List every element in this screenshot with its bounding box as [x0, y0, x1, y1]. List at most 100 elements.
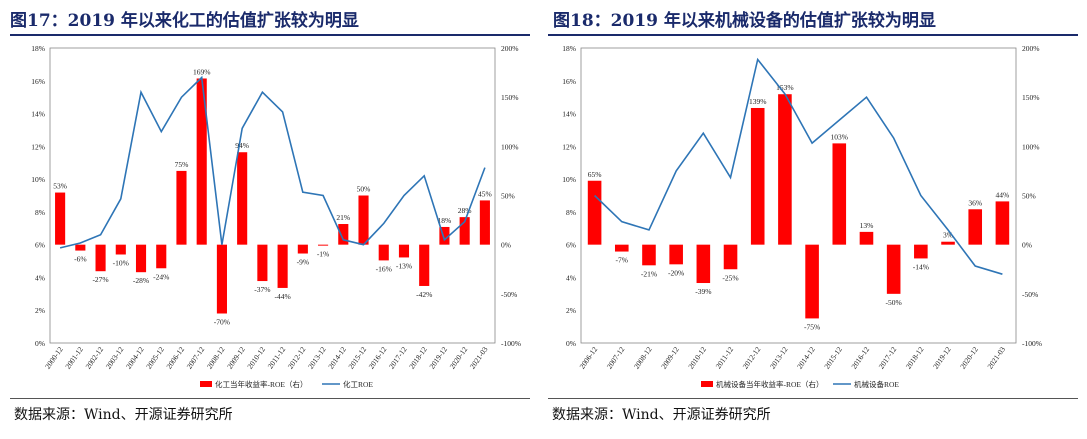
x-axis-tick-label: 2017-12: [877, 345, 899, 371]
bar: [135, 244, 147, 273]
data-label: 21%: [336, 213, 350, 222]
left-axis-tick-label: 10%: [562, 175, 576, 184]
bar: [669, 244, 683, 265]
right-axis-tick-label: -50%: [1022, 290, 1038, 299]
data-label: 53%: [53, 182, 67, 191]
right-axis-tick-label: 200%: [1022, 44, 1040, 53]
data-label: -20%: [668, 268, 684, 277]
x-axis-tick-label: 2010-12: [245, 345, 267, 371]
bar: [398, 244, 410, 258]
x-axis-tick-label: 2019-12: [931, 345, 953, 371]
left-axis-tick-label: 6%: [566, 241, 576, 250]
bar: [614, 244, 629, 252]
roe-line: [594, 57, 1003, 275]
bar: [479, 200, 490, 245]
x-axis-tick-label: 2006-12: [578, 345, 600, 371]
left-axis-tick-label: 8%: [566, 208, 576, 217]
bar: [358, 195, 369, 245]
bar: [338, 224, 349, 245]
x-axis-tick-label: 2008-12: [632, 345, 654, 371]
x-axis-tick-label: 2021-03: [468, 345, 490, 371]
left-axis-tick-label: 8%: [35, 208, 45, 217]
x-axis-tick-label: 2000-12: [43, 345, 65, 371]
left-axis-tick-label: 2%: [35, 306, 45, 315]
data-label: 169%: [193, 67, 211, 76]
bar: [318, 244, 329, 246]
data-label: 94%: [235, 141, 249, 150]
x-axis-tick-label: 2001-12: [63, 345, 85, 371]
left-axis-tick-label: 0%: [566, 339, 576, 348]
data-label: -44%: [274, 292, 290, 301]
right-axis-tick-label: 100%: [1022, 142, 1040, 151]
legend-bar-label: 化工当年收益率-ROE（右）: [215, 379, 308, 389]
data-label: -28%: [133, 276, 149, 285]
title-divider: [548, 34, 1078, 36]
right-axis-tick-label: 0%: [501, 241, 511, 250]
left-axis-tick-label: 16%: [31, 77, 45, 86]
bar: [778, 94, 792, 245]
right-axis-tick-label: 200%: [501, 44, 519, 53]
bar: [378, 244, 389, 261]
bar: [805, 244, 819, 319]
left-axis-tick-label: 6%: [35, 241, 45, 250]
bar: [439, 226, 450, 245]
data-label: 103%: [831, 132, 849, 141]
data-label: -14%: [913, 262, 929, 271]
data-label: 18%: [438, 216, 452, 225]
right-axis-tick-label: 0%: [1022, 241, 1032, 250]
bar: [95, 244, 106, 272]
left-axis-tick-label: 16%: [562, 77, 576, 86]
source-divider: [548, 398, 1078, 399]
left-axis-tick-label: 4%: [566, 273, 576, 282]
data-label: -39%: [695, 287, 711, 296]
bar: [257, 244, 268, 282]
data-label: 50%: [357, 185, 371, 194]
bar: [995, 201, 1010, 245]
legend-bar-label: 机械设备当年收益率-ROE（右）: [716, 379, 824, 389]
data-label: -10%: [113, 259, 129, 268]
x-axis-tick-label: 2016-12: [849, 345, 871, 371]
bar: [115, 244, 126, 255]
right-axis-tick-label: 150%: [1022, 93, 1040, 102]
left-axis-tick-label: 4%: [35, 273, 45, 282]
x-axis-tick-label: 2012-12: [741, 345, 763, 371]
x-axis-tick-label: 2009-12: [225, 345, 247, 371]
x-axis-tick-label: 2003-12: [104, 345, 126, 371]
data-label: -13%: [396, 261, 412, 270]
data-label: 153%: [776, 83, 794, 92]
right-axis-tick-label: 100%: [501, 142, 519, 151]
x-axis-tick-label: 2012-12: [286, 345, 308, 371]
x-axis-tick-label: 2008-12: [205, 345, 227, 371]
data-label: 44%: [996, 190, 1010, 199]
x-axis-tick-label: 2020-12: [958, 345, 980, 371]
right-axis-tick-label: -100%: [1022, 339, 1042, 348]
bar: [196, 78, 207, 245]
data-label: -37%: [254, 285, 270, 294]
data-label: 13%: [860, 221, 874, 230]
data-label: -70%: [214, 318, 230, 327]
right-axis-tick-label: 50%: [1022, 192, 1036, 201]
x-axis-tick-label: 2021-03: [985, 345, 1007, 371]
bar: [914, 244, 928, 259]
legend-line-label: 机械设备ROE: [854, 379, 899, 389]
bar: [941, 241, 955, 245]
legend-bar-swatch: [200, 381, 212, 387]
x-axis-tick-label: 2013-12: [768, 345, 790, 371]
bar: [968, 209, 983, 245]
chart-title: 图18：2019 年以来机械设备的估值扩张较为明显: [553, 11, 936, 31]
left-axis-tick-label: 18%: [562, 44, 576, 53]
left-axis-tick-label: 12%: [562, 142, 576, 151]
left-axis-tick-label: 12%: [31, 142, 45, 151]
left-axis-tick-label: 18%: [31, 44, 45, 53]
data-label: -6%: [74, 255, 87, 264]
plot-frame: [580, 47, 1017, 344]
bar: [459, 217, 470, 245]
data-label: -27%: [92, 275, 108, 284]
plot-frame: [49, 47, 496, 344]
x-axis-tick-label: 2018-12: [407, 345, 429, 371]
x-axis-tick-label: 2009-12: [659, 345, 681, 371]
data-label: -16%: [376, 264, 392, 273]
chart-18: 0% 2% 4% 6% 8% 10% 12% 14% 16% 18% -100% -50% 0% 50% 1…: [562, 44, 1042, 389]
x-axis-tick-label: 2015-12: [822, 345, 844, 371]
roe-line: [59, 75, 486, 249]
